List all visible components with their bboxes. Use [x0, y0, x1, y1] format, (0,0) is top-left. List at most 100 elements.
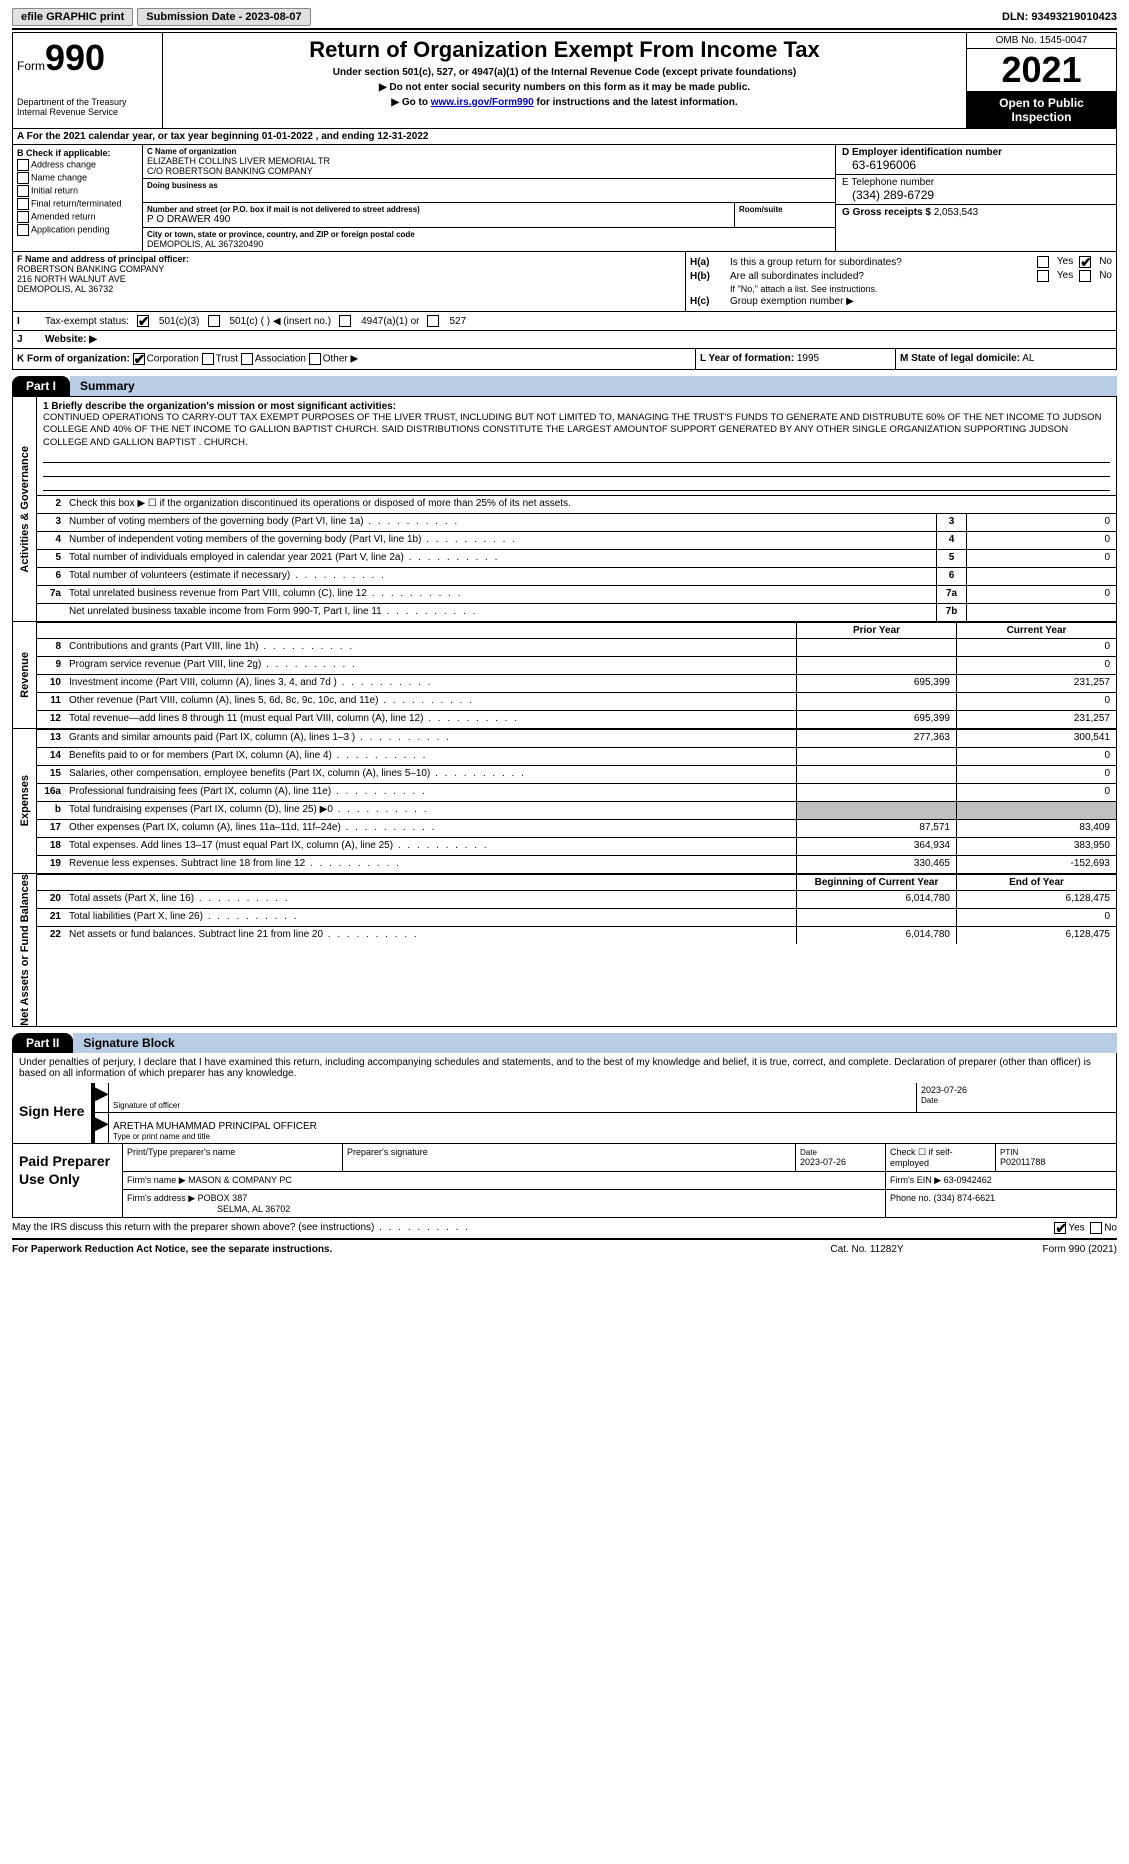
tax-year: 2021 [967, 49, 1116, 92]
form-org-label: K Form of organization: [17, 354, 130, 365]
ag-row: 3Number of voting members of the governi… [37, 513, 1116, 531]
gross-value: 2,053,543 [934, 207, 979, 218]
ck-assoc[interactable] [241, 353, 253, 365]
state-dom-label: M State of legal domicile: [900, 353, 1020, 364]
hb-note: If "No," attach a list. See instructions… [690, 284, 1112, 294]
ag-row: 7aTotal unrelated business revenue from … [37, 585, 1116, 603]
col-b-checkboxes: B Check if applicable: Address change Na… [13, 145, 143, 251]
ck-4947[interactable] [339, 315, 351, 327]
addr-label: Number and street (or P.O. box if mail i… [147, 205, 730, 214]
addr-value: P O DRAWER 490 [147, 214, 730, 225]
ha-no[interactable] [1079, 256, 1091, 268]
city-value: DEMOPOLIS, AL 367320490 [147, 239, 831, 249]
ck-trust[interactable] [202, 353, 214, 365]
ck-corp[interactable] [133, 353, 145, 365]
vert-rev: Revenue [19, 652, 31, 698]
ck-501c[interactable] [208, 315, 220, 327]
form-990-number: 990 [45, 37, 105, 78]
submission-date-button[interactable]: Submission Date - 2023-08-07 [137, 8, 310, 26]
city-label: City or town, state or province, country… [147, 230, 831, 239]
sig-intro: Under penalties of perjury, I declare th… [13, 1053, 1116, 1083]
summary-ag: Activities & Governance 1 Briefly descri… [12, 396, 1117, 622]
sig-name-label: Type or print name and title [113, 1132, 210, 1141]
top-toolbar: efile GRAPHIC print Submission Date - 20… [12, 8, 1117, 30]
dln-label: DLN: 93493219010423 [1002, 11, 1117, 23]
vert-exp: Expenses [19, 775, 31, 826]
part-2-title: Signature Block [73, 1033, 1117, 1053]
firm-addr1: POBOX 387 [198, 1193, 248, 1203]
col-c-orginfo: C Name of organization ELIZABETH COLLINS… [143, 145, 836, 251]
ck-other[interactable] [309, 353, 321, 365]
ck-app-pending[interactable] [17, 224, 29, 236]
ck-final-return[interactable] [17, 198, 29, 210]
sig-name: ARETHA MUHAMMAD PRINCIPAL OFFICER [113, 1115, 1112, 1132]
ck-name-change[interactable] [17, 172, 29, 184]
may-yes[interactable] [1054, 1222, 1066, 1234]
ck-501c3[interactable] [137, 315, 149, 327]
firm-ein: 63-0942462 [944, 1175, 992, 1185]
prep-h1: Print/Type preparer's name [123, 1144, 343, 1171]
summary-rev: Revenue Prior YearCurrent Year 8Contribu… [12, 622, 1117, 729]
firm-addr-label: Firm's address ▶ [127, 1193, 195, 1203]
may-no[interactable] [1090, 1222, 1102, 1234]
sig-officer-label: Signature of officer [113, 1101, 180, 1110]
summary-nab: Net Assets or Fund Balances Beginning of… [12, 874, 1117, 1027]
data-row: 19Revenue less expenses. Subtract line 1… [37, 855, 1116, 873]
hc-label: H(c) [690, 296, 730, 307]
data-row: 15Salaries, other compensation, employee… [37, 765, 1116, 783]
col-h-group: H(a) Is this a group return for subordin… [686, 252, 1116, 311]
row-i: I Tax-exempt status: 501(c)(3) 501(c) ( … [12, 312, 1117, 331]
footer-may: May the IRS discuss this return with the… [12, 1218, 1117, 1240]
mission-text: CONTINUED OPERATIONS TO CARRY-OUT TAX EX… [43, 412, 1110, 449]
phone-value: (334) 289-6729 [842, 188, 1110, 202]
hb-yes[interactable] [1037, 270, 1049, 282]
col-f-officer: F Name and address of principal officer:… [13, 252, 686, 311]
irs-link[interactable]: www.irs.gov/Form990 [431, 97, 534, 108]
hdr-prior: Prior Year [796, 623, 956, 638]
phone-label: E Telephone number [842, 177, 1110, 188]
ck-527[interactable] [427, 315, 439, 327]
officer-l2: 216 NORTH WALNUT AVE [17, 274, 681, 284]
dept-treasury: Department of the Treasury [17, 97, 158, 107]
ck-initial-return[interactable] [17, 185, 29, 197]
gross-label: G Gross receipts $ [842, 207, 931, 218]
data-row: 22Net assets or fund balances. Subtract … [37, 926, 1116, 944]
officer-l3: DEMOPOLIS, AL 36732 [17, 284, 681, 294]
ck-address-change[interactable] [17, 159, 29, 171]
row-klm: K Form of organization: Corporation Trus… [12, 349, 1117, 370]
hb-no[interactable] [1079, 270, 1091, 282]
irs-label: Internal Revenue Service [17, 107, 158, 117]
tax-status-label: Tax-exempt status: [45, 316, 129, 327]
signature-block: Under penalties of perjury, I declare th… [12, 1053, 1117, 1144]
vert-ag: Activities & Governance [19, 446, 31, 573]
sign-here-label: Sign Here [13, 1083, 93, 1143]
subtitle-3: ▶ Go to www.irs.gov/Form990 for instruct… [167, 97, 962, 108]
arrow-icon: ▶ [93, 1113, 109, 1143]
footer-bottom: For Paperwork Reduction Act Notice, see … [12, 1240, 1117, 1259]
ck-amended[interactable] [17, 211, 29, 223]
mission-label: 1 Briefly describe the organization's mi… [43, 401, 1110, 412]
efile-print-button[interactable]: efile GRAPHIC print [12, 8, 133, 26]
firm-phone: (334) 874-6621 [934, 1193, 996, 1203]
data-row: 14Benefits paid to or for members (Part … [37, 747, 1116, 765]
data-row: bTotal fundraising expenses (Part IX, co… [37, 801, 1116, 819]
data-row: 18Total expenses. Add lines 13–17 (must … [37, 837, 1116, 855]
omb-number: OMB No. 1545-0047 [967, 33, 1116, 49]
ha-yes[interactable] [1037, 256, 1049, 268]
data-row: 21Total liabilities (Part X, line 26)0 [37, 908, 1116, 926]
org-name-label: C Name of organization [147, 147, 831, 156]
form-number: Form990 [17, 37, 158, 79]
cat-no: Cat. No. 11282Y [767, 1244, 967, 1255]
hdr-eoy: End of Year [956, 875, 1116, 890]
data-row: 17Other expenses (Part IX, column (A), l… [37, 819, 1116, 837]
part-2-tab: Part II [12, 1033, 73, 1053]
preparer-block: Paid Preparer Use Only Print/Type prepar… [12, 1144, 1117, 1218]
subtitle-2: ▶ Do not enter social security numbers o… [167, 82, 962, 93]
ag-row: 5Total number of individuals employed in… [37, 549, 1116, 567]
prep-h2: Preparer's signature [343, 1144, 796, 1171]
year-form-label: L Year of formation: [700, 353, 794, 364]
form-title: Return of Organization Exempt From Incom… [167, 37, 962, 63]
hb-text: Are all subordinates included? [730, 271, 1037, 282]
room-label: Room/suite [739, 205, 831, 214]
org-name-1: ELIZABETH COLLINS LIVER MEMORIAL TR [147, 156, 831, 166]
